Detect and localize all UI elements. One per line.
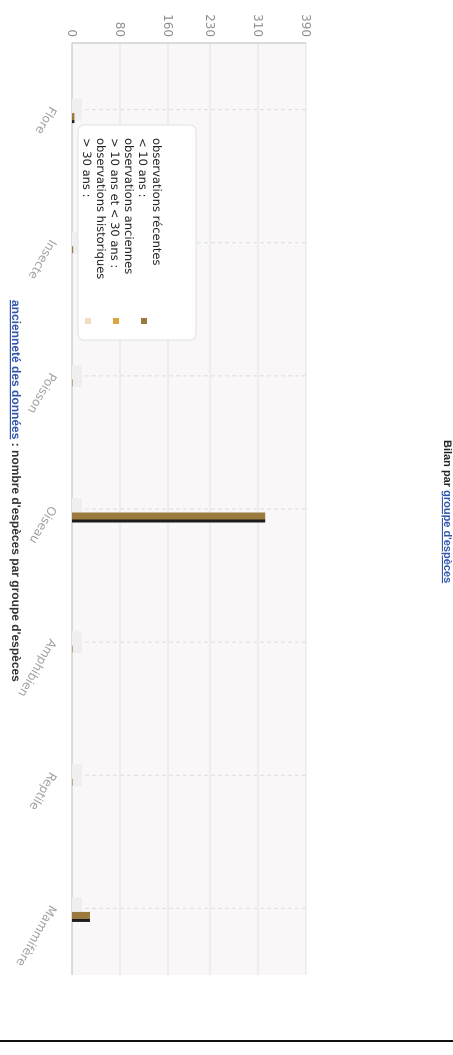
rotated-chart-group: 0 80 160 230 310 390 Flore Insecte Poisson Oisea… [9, 14, 453, 975]
y-tick-labels: 0 80 160 230 310 390 [65, 14, 313, 37]
bar-shadow [71, 120, 75, 124]
y-tick-label: 80 [113, 22, 127, 37]
gridlines [72, 43, 307, 975]
bar-poisson-2[interactable] [72, 379, 73, 387]
y-tick-label: 230 [203, 14, 217, 37]
category-label: Flore [33, 104, 60, 137]
legend-swatch [141, 318, 147, 324]
legend-items: > 30 ans : observations historiques > 10 a… [80, 138, 164, 324]
y-tick-label: 390 [299, 14, 313, 37]
y-tick-label: 310 [251, 14, 265, 37]
bar-reptile-2[interactable] [72, 778, 73, 786]
category-label: Insecte [26, 237, 60, 282]
chart-title-link[interactable]: ancienneté des données [9, 300, 23, 440]
legend-text: > 10 ans et < 30 ans : [108, 138, 122, 268]
legend-text: observations historiques [94, 138, 108, 279]
legend-box [77, 124, 197, 341]
bar-shadow [72, 918, 90, 922]
bar-mammifère-2[interactable] [72, 911, 90, 919]
page-divider [0, 1040, 453, 1042]
y-tick-label: 160 [161, 14, 175, 37]
legend-text: observations anciennes [122, 138, 136, 274]
chart-title-rest: : nombre d'espèces par groupe d'espèces [9, 439, 23, 682]
chart-title: ancienneté des données : nombre d'espèce… [9, 300, 23, 682]
bar-background [72, 764, 82, 787]
legend-text: < 10 ans : [136, 138, 150, 197]
legend-swatch [113, 318, 119, 324]
bar-insecte-2[interactable] [72, 246, 74, 254]
legend-swatch [85, 318, 91, 324]
y-tick-label: 0 [65, 29, 79, 37]
category-label: Poisson [25, 370, 60, 416]
legend-text: > 30 ans : [80, 138, 94, 197]
footer-link[interactable]: groupe d'espèces [441, 490, 453, 583]
bar-background [72, 631, 82, 654]
category-label: Oiseau [27, 504, 60, 547]
bar-flore-2[interactable] [71, 113, 75, 121]
bar-oiseau-2[interactable] [72, 512, 266, 520]
legend-text: observations récentes [150, 138, 164, 265]
bar-amphibien-2[interactable] [72, 645, 73, 653]
footer-prefix: Bilan par [441, 440, 453, 490]
legend: > 30 ans : observations historiques > 10 a… [77, 124, 197, 341]
category-label: Reptile [27, 770, 60, 813]
bar-background [72, 98, 82, 121]
bar-background [72, 364, 82, 387]
footer-text: Bilan par groupe d'espèces [441, 440, 453, 583]
bar-shadow [72, 519, 266, 523]
category-label: Mammifère [13, 903, 59, 969]
